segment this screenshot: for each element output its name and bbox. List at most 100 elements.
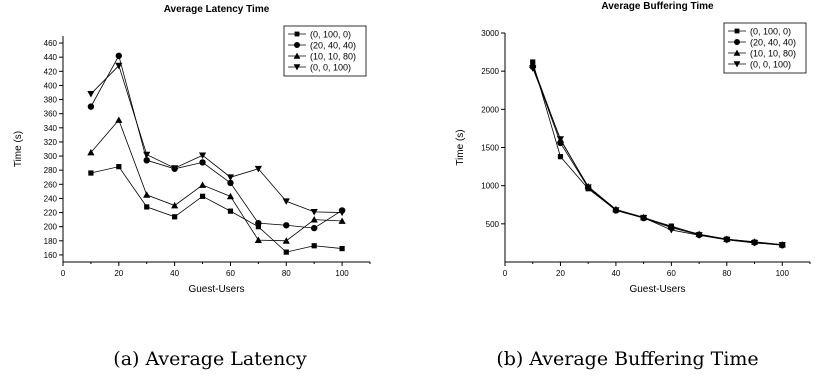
data-point <box>283 249 289 255</box>
series-line <box>90 64 343 213</box>
y-tick-label: 420 <box>44 67 58 76</box>
data-point <box>199 193 206 199</box>
legend-label: (10, 10, 80) <box>310 52 356 62</box>
series-4 <box>529 65 786 249</box>
data-point <box>778 242 786 249</box>
data-point <box>255 224 261 230</box>
legend-label: (0, 100, 0) <box>310 30 351 40</box>
legend-label: (20, 40, 40) <box>310 41 356 51</box>
y-tick-label: 280 <box>44 166 58 175</box>
y-tick-label: 380 <box>44 96 58 105</box>
buffering-chart: Average Buffering Time 0 20 40 60 80 100 500 100… <box>455 1 811 295</box>
data-point <box>282 237 290 244</box>
x-axis-label: Guest-Users <box>629 284 685 295</box>
series-1 <box>88 164 345 255</box>
y-tick-label: 340 <box>44 124 58 133</box>
series-line <box>90 166 343 253</box>
x-tick-label: 0 <box>61 269 66 278</box>
x-tick-label: 40 <box>170 269 179 278</box>
x-tick-label: 0 <box>503 269 508 278</box>
y-tick-label: 360 <box>44 110 58 119</box>
data-point <box>750 240 759 247</box>
x-tick-label: 80 <box>722 269 731 278</box>
data-point <box>143 191 151 198</box>
data-point <box>529 65 537 72</box>
data-point <box>87 91 95 98</box>
data-point <box>695 232 703 239</box>
legend-label: (0, 0, 100) <box>310 63 351 73</box>
chart-title: Average Buffering Time <box>601 1 714 12</box>
y-tick-label: 2000 <box>481 105 499 114</box>
y-tick-label: 460 <box>44 39 58 48</box>
y-tick-label: 320 <box>44 138 58 147</box>
data-point <box>556 136 565 143</box>
legend-label: (0, 100, 0) <box>750 27 791 37</box>
x-tick-label: 100 <box>776 269 790 278</box>
data-point <box>115 52 123 59</box>
caption-latency: (a) Average Latency <box>0 348 420 370</box>
legend-marker <box>293 52 301 59</box>
data-point <box>254 165 262 173</box>
y-tick-label: 3000 <box>481 29 499 38</box>
series-2 <box>87 52 346 232</box>
data-point <box>116 164 122 170</box>
legend-marker <box>733 49 741 56</box>
y-tick-label: 300 <box>44 152 58 161</box>
legend-marker <box>294 31 300 37</box>
data-point <box>282 198 290 205</box>
data-point <box>172 214 178 220</box>
legend: (0, 100, 0)(20, 40, 40)(10, 10, 80)(0, 0… <box>283 25 367 77</box>
data-point <box>87 148 95 156</box>
y-tick-label: 180 <box>44 237 58 246</box>
data-point <box>226 174 235 181</box>
data-point <box>143 157 150 164</box>
data-point <box>584 184 592 191</box>
y-axis-label: Time (s) <box>455 129 466 165</box>
data-point <box>667 227 675 234</box>
data-point <box>310 224 318 232</box>
x-tick-label: 100 <box>335 269 349 278</box>
x-tick-label: 60 <box>226 269 235 278</box>
data-point <box>199 159 206 166</box>
data-point <box>143 151 151 159</box>
data-point <box>640 214 648 222</box>
data-point <box>557 154 564 160</box>
y-tick-label: 160 <box>44 251 58 260</box>
caption-label: (a) <box>113 348 140 370</box>
legend-label: (0, 0, 100) <box>750 60 791 70</box>
series-line <box>90 119 343 242</box>
series-line <box>90 54 343 229</box>
data-point <box>227 179 234 187</box>
y-axis-label: Time (s) <box>13 131 24 167</box>
data-point <box>310 216 318 223</box>
series-2 <box>529 63 786 249</box>
latency-chart: Average Latency Time 0 20 40 60 80 100 160 180 20… <box>13 4 371 295</box>
y-tick-label: 440 <box>44 53 58 62</box>
series-line <box>532 67 783 246</box>
data-point <box>338 217 346 224</box>
data-point <box>88 170 94 176</box>
data-point <box>283 222 290 229</box>
chart-title: Average Latency Time <box>164 4 270 15</box>
caption-text: Average Latency <box>145 348 307 370</box>
x-tick-label: 60 <box>667 269 676 278</box>
data-point <box>310 208 318 216</box>
y-tick-label: 1500 <box>481 144 499 153</box>
x-tick-label: 80 <box>282 269 291 278</box>
y-tick-label: 2500 <box>481 67 499 76</box>
data-point <box>115 62 123 70</box>
y-tick-label: 240 <box>44 194 58 203</box>
series-line <box>532 61 783 246</box>
data-point <box>144 204 150 210</box>
chart-panel-latency: Average Latency Time 0 20 40 60 80 100 160 180 20… <box>0 4 420 370</box>
data-point <box>226 192 235 200</box>
data-point <box>338 209 346 217</box>
y-tick-label: 1000 <box>481 182 499 191</box>
series-4 <box>87 62 346 217</box>
x-axis-label: Guest-Users <box>188 284 244 295</box>
legend-marker <box>734 28 740 34</box>
data-point <box>87 103 95 110</box>
data-point <box>171 165 179 172</box>
legend-marker <box>734 39 740 45</box>
legend-marker <box>733 61 741 68</box>
